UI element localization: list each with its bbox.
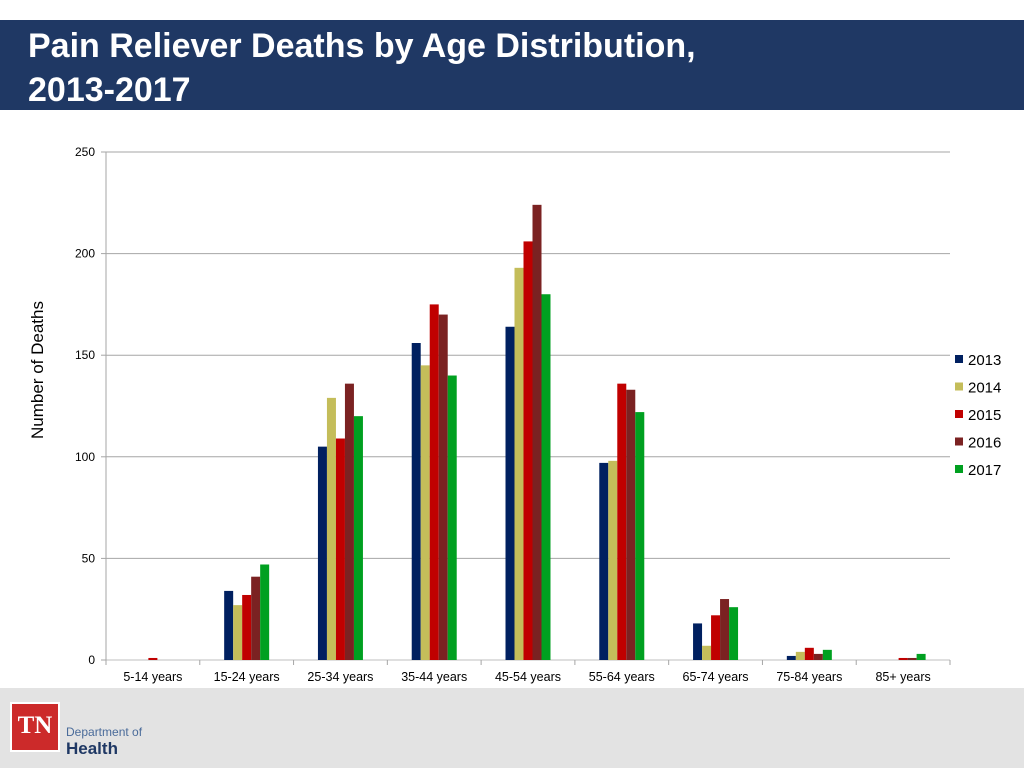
bar <box>541 294 551 660</box>
legend-swatch <box>955 382 963 391</box>
y-axis-title: Number of Deaths <box>28 301 47 439</box>
bar <box>813 653 823 660</box>
bar <box>822 649 832 660</box>
bar <box>224 590 234 660</box>
bar <box>898 657 908 660</box>
title-line-1: Pain Reliever Deaths by Age Distribution… <box>28 27 696 65</box>
x-tick-label: 85+ years <box>875 670 930 684</box>
y-tick-label: 150 <box>75 348 95 362</box>
bar <box>916 653 926 660</box>
x-tick-label: 35-44 years <box>401 670 467 684</box>
x-tick-label: 65-74 years <box>683 670 749 684</box>
bar <box>326 397 336 660</box>
legend-label: 2013 <box>968 352 1001 369</box>
bar <box>599 462 609 660</box>
bar <box>617 383 627 660</box>
bar <box>233 605 243 660</box>
legend-swatch <box>955 465 963 473</box>
bar <box>251 576 261 660</box>
logo-text: TN <box>17 712 53 739</box>
bar <box>505 326 515 660</box>
legend-label: 2015 <box>968 407 1001 424</box>
bar <box>148 657 158 660</box>
bar <box>786 655 796 660</box>
x-tick-label: 25-34 years <box>307 670 373 684</box>
legend-label: 2017 <box>968 462 1001 479</box>
bar <box>532 204 542 660</box>
x-tick-label: 75-84 years <box>776 670 842 684</box>
bar <box>711 615 721 660</box>
bar-chart: 0 50 100 150 200 250 Number of Deaths 5-14 year… <box>28 145 1001 684</box>
bar <box>429 304 439 660</box>
bar <box>353 416 363 660</box>
title-bar: Pain Reliever Deaths by Age Distribution… <box>0 20 1024 110</box>
x-tick-label: 5-14 years <box>123 670 182 684</box>
tn-logo: TN <box>10 702 60 752</box>
title-line-2: 2013-2017 <box>28 71 191 109</box>
bar <box>608 460 618 660</box>
bar <box>260 564 270 660</box>
y-tick-label: 50 <box>82 551 96 565</box>
bar <box>523 241 533 660</box>
x-tick-label: 55-64 years <box>589 670 655 684</box>
legend-label: 2014 <box>968 380 1001 397</box>
bar <box>702 645 712 660</box>
x-tick-label: 45-54 years <box>495 670 561 684</box>
health-label: Health <box>66 739 118 758</box>
y-tick-label: 0 <box>88 653 95 667</box>
bar <box>335 438 345 660</box>
bar <box>720 599 730 660</box>
bar <box>626 389 636 660</box>
bar <box>635 412 645 660</box>
footer: TN Department of Health <box>0 688 1024 768</box>
bar <box>804 647 814 660</box>
slide-title: Pain Reliever Deaths by Age Distribution… <box>28 24 928 112</box>
bar <box>693 623 703 660</box>
legend-swatch <box>955 410 963 418</box>
y-tick-label: 100 <box>75 450 95 464</box>
y-tick-label: 250 <box>75 145 95 159</box>
legend-swatch <box>955 437 963 446</box>
bar <box>438 314 448 660</box>
bar <box>242 594 252 660</box>
bar <box>344 383 354 660</box>
bar <box>795 651 805 660</box>
bar <box>907 657 917 660</box>
bar <box>420 365 430 660</box>
bar <box>411 343 421 660</box>
y-tick-label: 200 <box>75 247 95 261</box>
bar <box>729 607 739 660</box>
x-tick-label: 15-24 years <box>214 670 280 684</box>
department-label: Department of <box>66 725 143 739</box>
legend-label: 2016 <box>968 435 1001 452</box>
bar <box>317 446 327 660</box>
bar <box>447 375 457 660</box>
bar <box>514 267 524 660</box>
legend-swatch <box>955 355 963 363</box>
